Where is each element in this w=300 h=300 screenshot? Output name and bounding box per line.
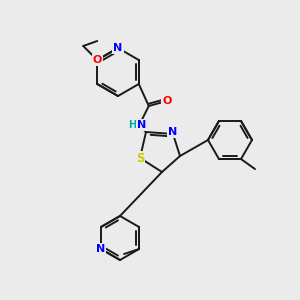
Text: N: N bbox=[137, 120, 146, 130]
Text: O: O bbox=[162, 96, 172, 106]
Text: N: N bbox=[168, 127, 178, 137]
Text: N: N bbox=[96, 244, 106, 254]
Text: H: H bbox=[128, 120, 136, 130]
Text: S: S bbox=[136, 152, 144, 164]
Text: O: O bbox=[92, 55, 102, 65]
Text: N: N bbox=[113, 43, 123, 53]
